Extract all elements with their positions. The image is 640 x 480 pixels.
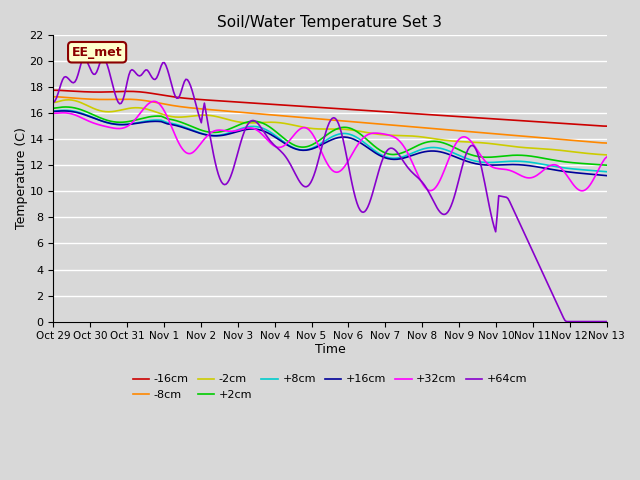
-2cm bbox=[65, 97, 72, 103]
+8cm bbox=[244, 124, 252, 130]
+32cm bbox=[49, 110, 57, 116]
+8cm bbox=[60, 108, 68, 113]
+32cm bbox=[578, 188, 586, 194]
Line: +8cm: +8cm bbox=[53, 110, 607, 172]
-8cm bbox=[117, 96, 125, 102]
+64cm bbox=[293, 174, 301, 180]
-16cm bbox=[49, 87, 57, 93]
+2cm bbox=[244, 119, 252, 125]
+64cm bbox=[575, 319, 583, 324]
+32cm bbox=[573, 186, 581, 192]
Line: -16cm: -16cm bbox=[53, 90, 607, 126]
+2cm bbox=[234, 122, 242, 128]
+2cm bbox=[216, 129, 223, 135]
Title: Soil/Water Temperature Set 3: Soil/Water Temperature Set 3 bbox=[218, 15, 442, 30]
+16cm bbox=[119, 122, 127, 128]
-16cm bbox=[603, 123, 611, 129]
+16cm bbox=[49, 108, 57, 114]
-2cm bbox=[244, 120, 252, 126]
+16cm bbox=[234, 129, 242, 134]
Line: +16cm: +16cm bbox=[53, 111, 607, 176]
Line: +2cm: +2cm bbox=[53, 107, 607, 165]
-16cm bbox=[242, 100, 250, 106]
-8cm bbox=[242, 110, 250, 116]
+8cm bbox=[49, 108, 57, 114]
+8cm bbox=[573, 167, 581, 172]
-2cm bbox=[119, 107, 127, 112]
+64cm bbox=[119, 97, 127, 103]
+64cm bbox=[49, 100, 57, 106]
+2cm bbox=[573, 160, 581, 166]
-16cm bbox=[214, 98, 222, 104]
+2cm bbox=[119, 120, 127, 125]
+64cm bbox=[234, 148, 242, 154]
-2cm bbox=[216, 114, 223, 120]
+32cm bbox=[216, 127, 223, 133]
-8cm bbox=[291, 114, 299, 120]
-2cm bbox=[234, 119, 242, 125]
+64cm bbox=[216, 176, 223, 181]
Line: -8cm: -8cm bbox=[53, 97, 607, 143]
-8cm bbox=[603, 140, 611, 146]
+32cm bbox=[150, 98, 157, 104]
-16cm bbox=[233, 99, 241, 105]
Line: +32cm: +32cm bbox=[53, 101, 607, 191]
+16cm bbox=[244, 126, 252, 132]
+2cm bbox=[49, 105, 57, 111]
-8cm bbox=[233, 109, 241, 115]
+8cm bbox=[216, 132, 223, 138]
Legend: -16cm, -8cm, -2cm, +2cm, +8cm, +16cm, +32cm, +64cm: -16cm, -8cm, -2cm, +2cm, +8cm, +16cm, +3… bbox=[128, 370, 532, 405]
Line: -2cm: -2cm bbox=[53, 100, 607, 155]
+2cm bbox=[603, 162, 611, 168]
-8cm bbox=[572, 138, 580, 144]
X-axis label: Time: Time bbox=[315, 343, 346, 356]
+16cm bbox=[603, 173, 611, 179]
Text: EE_met: EE_met bbox=[72, 46, 122, 59]
-8cm bbox=[49, 94, 57, 100]
+2cm bbox=[62, 104, 70, 110]
+16cm bbox=[216, 133, 223, 139]
+64cm bbox=[99, 55, 106, 60]
+64cm bbox=[603, 319, 611, 324]
+64cm bbox=[244, 122, 252, 128]
-8cm bbox=[214, 108, 222, 113]
+2cm bbox=[293, 143, 301, 149]
+8cm bbox=[293, 146, 301, 152]
+32cm bbox=[234, 128, 242, 133]
+64cm bbox=[563, 319, 570, 324]
-2cm bbox=[603, 152, 611, 158]
-2cm bbox=[293, 123, 301, 129]
+16cm bbox=[59, 108, 67, 114]
+8cm bbox=[119, 122, 127, 128]
-16cm bbox=[117, 89, 125, 95]
-2cm bbox=[573, 149, 581, 155]
-16cm bbox=[291, 103, 299, 109]
+16cm bbox=[573, 170, 581, 176]
+32cm bbox=[603, 154, 611, 160]
Y-axis label: Temperature (C): Temperature (C) bbox=[15, 128, 28, 229]
+32cm bbox=[293, 129, 301, 135]
-16cm bbox=[572, 121, 580, 127]
Line: +64cm: +64cm bbox=[53, 58, 607, 322]
-2cm bbox=[49, 99, 57, 105]
+8cm bbox=[234, 127, 242, 132]
+8cm bbox=[603, 169, 611, 175]
+32cm bbox=[117, 126, 125, 132]
+16cm bbox=[293, 146, 301, 152]
+32cm bbox=[244, 125, 252, 131]
